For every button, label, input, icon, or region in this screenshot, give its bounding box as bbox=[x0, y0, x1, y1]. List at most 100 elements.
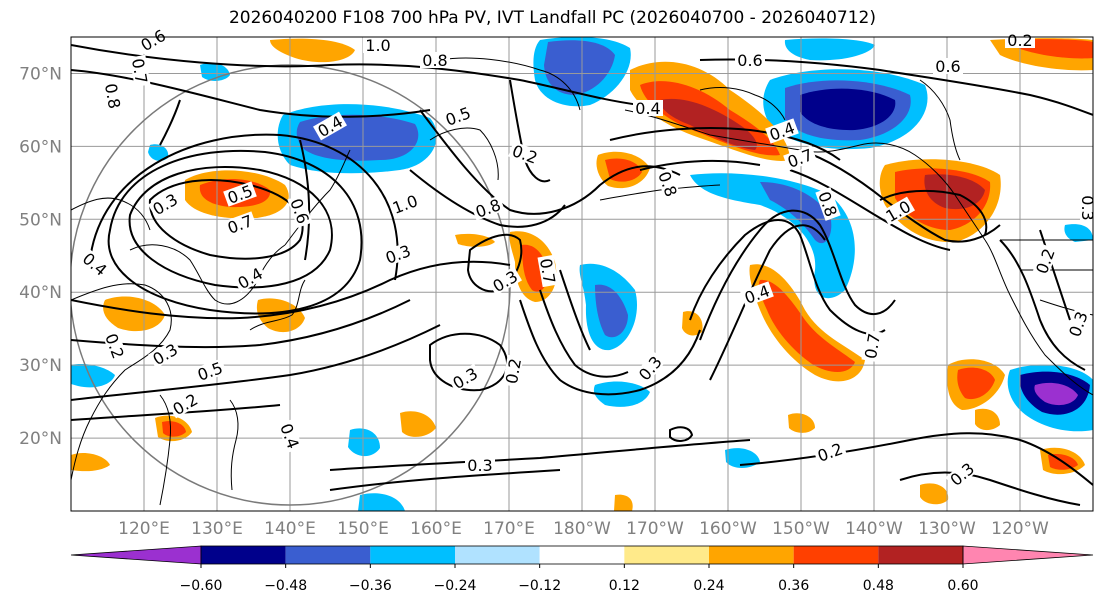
contour-label-bg bbox=[633, 100, 663, 116]
contour-label: 0.2 bbox=[502, 357, 525, 385]
contour-label-bg bbox=[634, 351, 666, 385]
shade-pos bbox=[758, 279, 855, 373]
colorbar-segment bbox=[455, 546, 540, 564]
colorbar-ticks: −0.60 −0.48 −0.36 −0.24 −0.12 0.12 0.24 0.36 0.4… bbox=[180, 564, 979, 594]
contour-label: 0.7 bbox=[861, 332, 884, 360]
contour-label-bg bbox=[735, 52, 765, 68]
contour-label-bg bbox=[168, 389, 202, 419]
colorbar-segment bbox=[539, 546, 625, 564]
latitude-labels: 70°N 60°N 50°N 40°N 30°N 20°N bbox=[19, 64, 62, 449]
shading-layer bbox=[71, 37, 1093, 511]
contour-label-bg bbox=[488, 266, 522, 296]
lat-label: 40°N bbox=[19, 283, 62, 303]
contour-label-bg bbox=[783, 145, 817, 171]
contour-label-bg bbox=[388, 191, 422, 217]
lon-label: 160°W bbox=[699, 519, 757, 539]
contour-label-bg bbox=[223, 181, 257, 207]
contour-label-bg bbox=[102, 329, 128, 363]
contour-label-bg bbox=[471, 195, 505, 221]
shade-pos bbox=[270, 38, 355, 63]
lat-label: 50°N bbox=[19, 210, 62, 230]
colorbar-tick-label: 0.60 bbox=[947, 578, 978, 594]
lon-label: 120°E bbox=[118, 519, 170, 539]
figure-title: 2026040200 F108 700 hPa PV, IVT Landfall… bbox=[228, 8, 876, 28]
map-border bbox=[70, 36, 1094, 512]
lon-label: 130°W bbox=[918, 519, 976, 539]
shade-neg bbox=[296, 114, 419, 161]
contour-label-bg bbox=[441, 103, 475, 129]
contour-label: 0.2 bbox=[1007, 31, 1032, 50]
colorbar-segment bbox=[878, 546, 963, 564]
contour-label-bg bbox=[448, 363, 482, 393]
colorbar-tick-label: 0.12 bbox=[609, 578, 640, 594]
lon-label: 140°E bbox=[264, 519, 316, 539]
shade-neg bbox=[784, 38, 875, 61]
contour-label-bg bbox=[508, 141, 542, 167]
shade-pos bbox=[455, 233, 495, 247]
pv-contours bbox=[71, 44, 1093, 506]
contour-label-bg bbox=[148, 189, 182, 219]
shade-neg bbox=[595, 284, 628, 338]
colorbar-tick-label: 0.48 bbox=[863, 578, 894, 594]
contour-label-bg bbox=[129, 54, 151, 88]
contour-label-bg bbox=[233, 263, 267, 293]
contour-label-bg bbox=[420, 52, 450, 68]
contour-label: 1.0 bbox=[365, 36, 390, 55]
longitude-labels: 120°E 130°E 140°E 150°E 160°E 170°E 180°W 170°W… bbox=[118, 519, 1049, 539]
colorbar-tick-label: 0.24 bbox=[693, 578, 724, 594]
lon-label: 150°W bbox=[772, 519, 830, 539]
contour-label: 0.8 bbox=[422, 51, 447, 70]
lat-label: 60°N bbox=[19, 137, 62, 157]
shade-pos bbox=[400, 411, 436, 437]
contour-label-bg bbox=[287, 194, 313, 228]
contour-label: 0.3 bbox=[467, 456, 492, 475]
contour-label: 0.7 bbox=[536, 257, 559, 285]
contour-label-bg bbox=[813, 439, 847, 465]
contour-label-bg bbox=[881, 196, 915, 226]
contour-label-bg bbox=[1080, 193, 1096, 223]
lon-label: 120°W bbox=[991, 519, 1049, 539]
shade-pos bbox=[162, 421, 186, 437]
shade-pos bbox=[957, 367, 995, 400]
lon-label: 170°W bbox=[626, 519, 684, 539]
contour-label-bg bbox=[815, 187, 841, 221]
shade-pos bbox=[256, 298, 305, 333]
lon-label: 180°W bbox=[553, 519, 611, 539]
coastlines bbox=[71, 57, 1093, 506]
contour-labels: 0.6 1.00.80.70.80.40.50.30.7 0.60.40.4 0.30… bbox=[78, 25, 1097, 490]
colorbar-tick-label: −0.12 bbox=[518, 578, 561, 594]
contour-label-bg bbox=[1005, 32, 1035, 48]
contour-label: 0.8 bbox=[101, 82, 124, 110]
lon-label: 140°W bbox=[845, 519, 903, 539]
shade-pos bbox=[660, 98, 757, 150]
shade-neg bbox=[200, 62, 230, 81]
lon-label: 160°E bbox=[410, 519, 462, 539]
shade-pos bbox=[71, 453, 110, 472]
lat-label: 30°N bbox=[19, 356, 62, 376]
colorbar-segment bbox=[624, 546, 709, 564]
contour-label: 0.6 bbox=[737, 51, 762, 70]
colorbar-segment bbox=[709, 546, 794, 564]
contour-label-bg bbox=[502, 354, 524, 388]
contour-label-bg bbox=[148, 339, 182, 369]
contour-label-bg bbox=[193, 358, 227, 384]
colorbar-extend-max bbox=[962, 545, 1094, 565]
colorbar-tick-label: −0.24 bbox=[434, 578, 477, 594]
contour-label: 0.6 bbox=[935, 57, 960, 76]
colorbar-outline bbox=[200, 545, 964, 565]
colorbar bbox=[70, 545, 1094, 565]
lon-label: 150°E bbox=[337, 519, 389, 539]
shade-pos bbox=[614, 494, 633, 511]
shade-neg bbox=[148, 144, 169, 161]
colorbar-tick-label: −0.60 bbox=[180, 578, 223, 594]
contour-label-bg bbox=[933, 58, 963, 74]
contour-label-bg bbox=[537, 254, 559, 288]
contour-label-bg bbox=[1032, 244, 1058, 278]
shade-neg bbox=[800, 88, 896, 131]
contour-label-bg bbox=[1065, 307, 1091, 341]
lon-label: 130°E bbox=[191, 519, 243, 539]
shade-neg bbox=[1064, 224, 1093, 242]
shade-pos bbox=[103, 296, 165, 332]
